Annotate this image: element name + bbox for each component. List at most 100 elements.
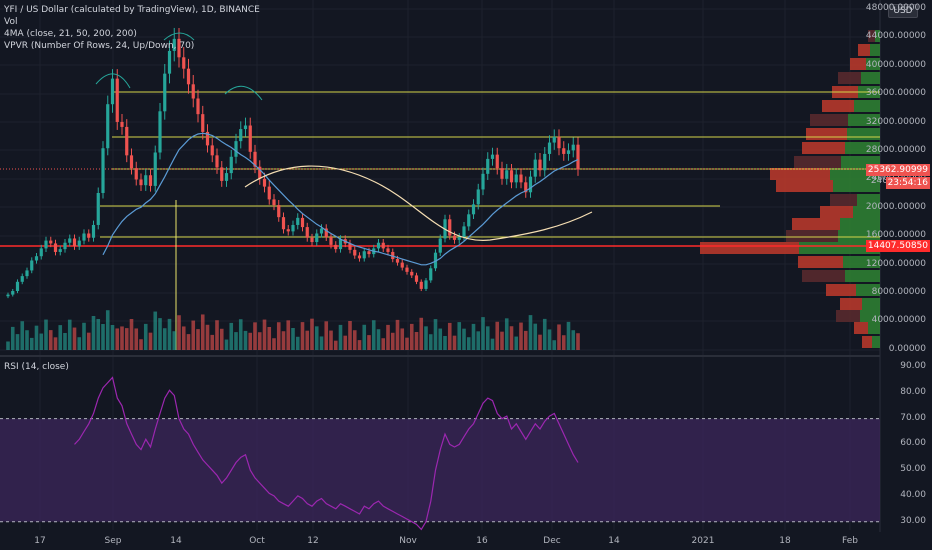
volume-bar	[63, 333, 67, 350]
volume-bar	[291, 328, 295, 350]
candle-body	[49, 240, 53, 244]
volume-bar	[58, 325, 63, 350]
candle-body	[353, 249, 357, 256]
candle-body	[39, 248, 43, 257]
candle-body	[68, 238, 72, 243]
candle-body	[243, 125, 248, 130]
volume-bar	[428, 334, 433, 350]
candle-body	[481, 173, 485, 190]
candle-body	[524, 182, 528, 193]
rsi-tick-label: 60.00	[900, 438, 926, 449]
volume-bar	[300, 322, 305, 350]
vpvr-row-up	[860, 310, 880, 322]
candle-body	[538, 159, 542, 171]
volume-bar	[485, 326, 490, 350]
candle-body	[514, 174, 518, 183]
volume-bar	[400, 328, 405, 350]
candle-body	[367, 251, 371, 255]
volume-bar	[39, 333, 44, 350]
time-tick-label: Dec	[543, 536, 561, 546]
candle-body	[224, 173, 229, 181]
rsi-tick-label: 50.00	[900, 464, 926, 475]
volume-bar	[405, 337, 409, 350]
candle-body	[348, 243, 352, 250]
volume-bar	[53, 337, 58, 350]
candle-body	[495, 154, 499, 169]
volume-bar	[34, 325, 39, 350]
vpvr-row-down	[700, 242, 799, 254]
volume-bar	[466, 337, 471, 350]
volume-bars	[6, 310, 580, 350]
candle-body	[286, 229, 290, 232]
vpvr-row-down	[858, 44, 870, 56]
time-tick-label: Feb	[842, 536, 858, 546]
volume-bar	[514, 336, 519, 350]
candle-body	[11, 291, 15, 295]
symbol-title[interactable]: YFI / US Dollar (calculated by TradingVi…	[4, 5, 260, 15]
candle-body	[319, 228, 324, 234]
volume-bar	[362, 324, 367, 350]
vpvr-row-up	[857, 194, 880, 206]
candle-body	[566, 150, 571, 154]
volume-bar	[219, 328, 224, 350]
volume-bar	[286, 320, 291, 350]
volume-bar	[576, 333, 580, 350]
candle-body	[543, 153, 547, 171]
volume-bar	[72, 327, 77, 350]
volume-bar	[186, 334, 191, 350]
vpvr-row-up	[861, 72, 880, 84]
candle-body	[77, 240, 81, 247]
volume-bar	[481, 317, 485, 350]
rsi-tick-label: 40.00	[900, 489, 926, 500]
vpvr-indicator-label[interactable]: VPVR (Number Of Rows, 24, Up/Down, 70)	[4, 41, 195, 51]
candle-body	[315, 233, 319, 243]
volume-bar	[191, 320, 196, 350]
volume-bar	[29, 337, 34, 350]
candle-body	[405, 267, 409, 272]
volume-bar	[533, 323, 538, 350]
volume-bar	[248, 332, 253, 350]
candle-body	[448, 219, 452, 236]
candle-body	[452, 235, 457, 240]
time-tick-label: 18	[779, 536, 791, 546]
rsi-tick-label: 30.00	[900, 515, 926, 526]
volume-bar	[224, 339, 229, 350]
candle-body	[509, 170, 514, 183]
price-tick-label: 44000.00000	[865, 31, 926, 42]
vpvr-row-up	[875, 30, 880, 42]
vpvr-row-down	[850, 58, 866, 70]
candle-body	[400, 262, 404, 268]
candle-body	[429, 268, 433, 281]
currency-button[interactable]: USD	[888, 4, 918, 18]
vpvr-row-down	[770, 168, 830, 180]
volume-bar	[167, 318, 172, 350]
ma-indicator-label[interactable]: 4MA (close, 21, 50, 200, 200)	[4, 29, 137, 39]
candle-body	[234, 141, 238, 157]
volume-bar	[86, 332, 91, 350]
volume-bar	[234, 332, 238, 350]
volume-bar	[172, 331, 177, 350]
candle-body	[115, 78, 119, 122]
volume-indicator-label[interactable]: Vol	[4, 17, 18, 27]
candle-body	[91, 224, 96, 238]
annotation-drawings	[95, 32, 263, 101]
volume-bar	[253, 322, 257, 350]
volume-bar	[471, 323, 476, 350]
volume-bar	[500, 331, 504, 350]
volume-bar	[115, 328, 120, 350]
rsi-band	[0, 418, 880, 522]
vpvr-row-up	[840, 218, 880, 230]
vpvr-row-down	[862, 336, 872, 348]
candle-body	[87, 233, 91, 238]
candle-body	[519, 174, 523, 183]
time-tick-label: 12	[307, 536, 319, 546]
rsi-indicator-label[interactable]: RSI (14, close)	[4, 362, 69, 372]
volume-bar	[243, 330, 248, 350]
candle-body	[210, 145, 214, 156]
candle-body	[277, 205, 281, 218]
vpvr-row-down	[802, 270, 845, 282]
vpvr-row-up	[866, 58, 880, 70]
candle-body	[296, 217, 300, 225]
volume-bar	[205, 324, 210, 350]
